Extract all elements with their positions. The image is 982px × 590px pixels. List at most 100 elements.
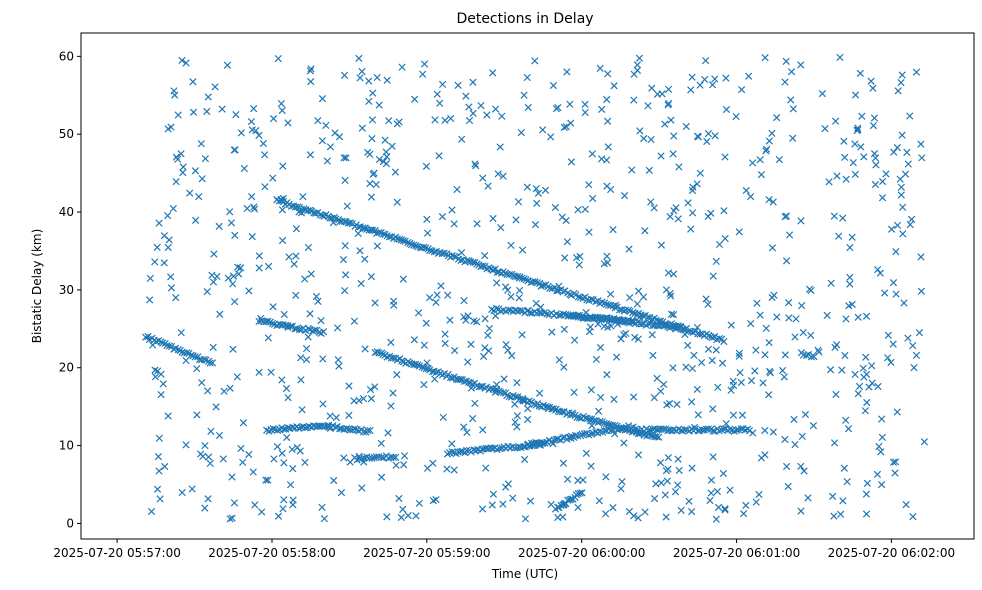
data-point-73 [897, 191, 905, 199]
data-point-875 [429, 497, 437, 505]
data-point-557 [460, 313, 468, 321]
data-point-314 [342, 154, 350, 162]
data-point-1046 [505, 270, 514, 279]
data-point-181 [657, 479, 665, 487]
data-point-985 [381, 230, 389, 239]
data-point-451 [603, 95, 611, 104]
data-point-1028 [469, 258, 477, 266]
data-point-1562 [559, 434, 567, 442]
data-point-61 [383, 513, 391, 521]
data-point-522 [441, 116, 449, 124]
data-point-530 [663, 477, 672, 485]
data-point-622 [790, 415, 798, 424]
x-tick-label-2: 2025-07-20 05:59:00 [363, 546, 490, 560]
data-point-859 [582, 449, 590, 458]
data-point-477 [551, 203, 560, 212]
data-point-415 [438, 213, 447, 221]
data-point-1198 [537, 309, 546, 317]
data-point-869 [423, 464, 432, 472]
data-point-665 [457, 249, 466, 257]
data-point-193 [323, 157, 331, 165]
data-point-427 [677, 506, 685, 515]
data-point-268 [259, 139, 268, 148]
data-point-224 [358, 484, 366, 492]
data-point-919 [183, 349, 191, 357]
data-point-1298 [383, 353, 391, 361]
data-point-897 [438, 80, 447, 89]
x-tick-label-1: 2025-07-20 05:58:00 [208, 546, 335, 560]
data-point-1090 [598, 298, 606, 306]
data-point-559 [269, 114, 278, 123]
data-point-1609 [659, 425, 668, 433]
data-point-499 [588, 422, 596, 430]
data-point-164 [761, 351, 769, 359]
data-point-726 [560, 325, 568, 334]
data-point-551 [460, 423, 468, 431]
data-point-78 [412, 512, 420, 520]
data-point-180 [603, 252, 611, 260]
data-point-31 [662, 513, 670, 521]
data-point-652 [909, 342, 917, 350]
data-point-129 [789, 134, 797, 142]
x-axis: 2025-07-20 05:57:00 2025-07-20 05:58:00 20… [53, 539, 955, 560]
data-point-930 [206, 359, 214, 367]
data-point-120 [368, 135, 376, 143]
data-point-855 [873, 265, 882, 274]
data-point-226 [274, 512, 283, 520]
data-point-527 [197, 450, 205, 458]
data-point-238 [488, 501, 496, 509]
data-point-1012 [436, 248, 444, 257]
data-point-1361 [511, 393, 520, 401]
data-point-1506 [456, 447, 465, 456]
data-point-1019 [450, 252, 459, 261]
y-axis: 0 10 20 30 40 50 60 [59, 49, 81, 530]
data-point-717 [775, 155, 783, 164]
data-point-766 [481, 344, 489, 352]
data-point-728 [629, 393, 638, 401]
data-point-1151 [264, 317, 272, 325]
data-point-111 [373, 73, 381, 82]
data-point-288 [400, 461, 408, 469]
data-point-657 [383, 76, 391, 84]
data-point-485 [302, 345, 311, 353]
data-point-68 [669, 310, 678, 319]
data-point-762 [860, 373, 868, 381]
data-point-212 [255, 264, 263, 272]
data-point-16 [267, 368, 275, 376]
data-point-1018 [448, 251, 456, 260]
data-point-819 [783, 462, 791, 471]
data-point-249 [797, 507, 805, 515]
data-point-1405 [600, 419, 608, 427]
data-point-824 [704, 300, 712, 309]
data-point-1474 [351, 425, 359, 433]
data-point-847 [341, 286, 349, 295]
data-point-636 [508, 351, 516, 360]
data-point-1670 [807, 353, 816, 361]
data-point-1406 [602, 419, 611, 428]
data-point-54 [385, 117, 393, 125]
data-point-411 [339, 256, 348, 264]
data-point-671 [912, 351, 921, 360]
data-point-737 [367, 193, 376, 201]
data-point-365 [373, 242, 382, 250]
data-point-1313 [414, 361, 422, 369]
chart-title: Detections in Delay [456, 11, 593, 27]
data-point-26 [688, 398, 696, 406]
data-point-190 [299, 192, 307, 201]
data-point-162 [907, 215, 916, 223]
data-point-159 [768, 244, 777, 252]
data-point-1481 [366, 426, 374, 435]
data-point-242 [595, 497, 603, 505]
data-point-773 [833, 341, 841, 349]
data-point-627 [649, 351, 657, 359]
data-point-760 [826, 366, 835, 374]
data-point-624 [177, 150, 185, 158]
data-point-33 [469, 414, 477, 423]
data-point-1435 [269, 424, 277, 433]
data-point-437 [283, 433, 291, 442]
data-point-1291 [681, 326, 689, 334]
data-point-1579 [596, 428, 604, 436]
data-point-316 [356, 247, 364, 255]
data-point-38 [493, 279, 501, 287]
data-point-165 [662, 286, 671, 294]
